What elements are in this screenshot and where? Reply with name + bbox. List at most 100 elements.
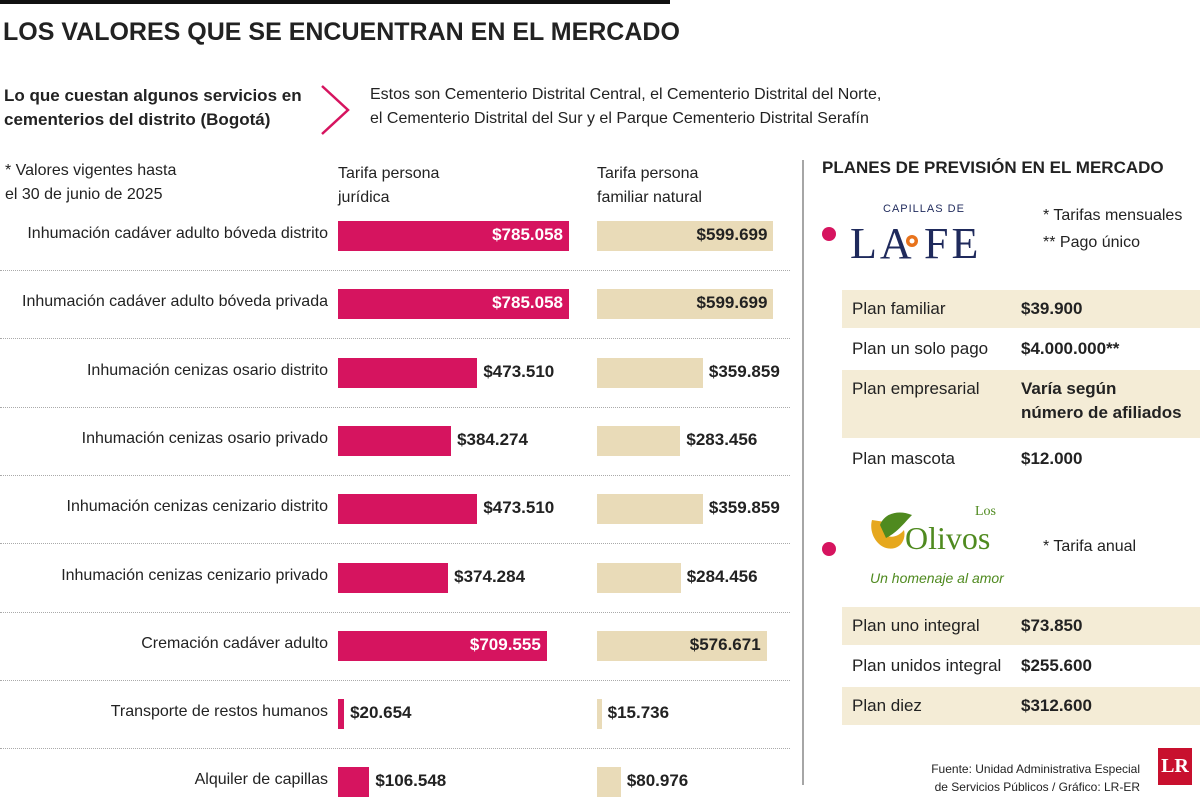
- lafe-flower: [906, 235, 918, 247]
- plan-price: $4.000.000**: [1021, 339, 1120, 358]
- row-bg: [842, 687, 1200, 725]
- title: LOS VALORES QUE SE ENCUENTRAN EN EL MERC…: [3, 18, 680, 46]
- plan-price: número de afiliados: [1021, 403, 1182, 422]
- row-bg: [842, 290, 1200, 328]
- category-label: Transporte de restos humanos: [110, 703, 328, 721]
- bullet: [822, 542, 836, 556]
- bar: [338, 425, 452, 456]
- value-label: $599.699: [696, 293, 768, 313]
- logo-name: Olivos: [905, 520, 991, 556]
- logo-tagline: Un homenaje al amor: [870, 570, 1004, 586]
- category-label: Inhumación cadáver adulto bóveda privada: [22, 293, 328, 311]
- value-label: $283.456: [686, 429, 758, 449]
- logo-right: FE: [924, 219, 982, 268]
- bar: [597, 289, 774, 320]
- value-label: $473.510: [483, 498, 555, 518]
- row-bg: [842, 607, 1200, 645]
- value-label: $599.699: [696, 225, 768, 244]
- value-label: $785.058: [492, 225, 563, 244]
- value-label: $384.274: [457, 429, 528, 449]
- bullet: [822, 227, 836, 241]
- value-label: $473.510: [483, 361, 555, 381]
- bar: [338, 494, 478, 525]
- row-divider: [0, 748, 790, 750]
- plan-name: Plan unidos integral: [852, 656, 1002, 675]
- bar: [338, 562, 449, 593]
- row-divider: [0, 338, 790, 340]
- value-label: $374.284: [454, 566, 526, 586]
- bar: [597, 630, 767, 661]
- row-divider: [0, 474, 790, 476]
- bar: [597, 494, 703, 525]
- bar: [597, 699, 602, 730]
- plans-title: PLANES DE PREVISIÓN EN EL MERCADO: [822, 158, 1164, 177]
- row-divider: [0, 679, 790, 681]
- row-bg: [842, 370, 1200, 438]
- bar: [597, 425, 681, 456]
- brand-box: [1158, 748, 1192, 785]
- category-label: Cremación cadáver adulto: [141, 634, 328, 652]
- category-label: Inhumación cenizas cenizario distrito: [66, 498, 328, 516]
- plan-note: * Tarifas mensuales: [1043, 207, 1183, 224]
- value-label: $709.555: [469, 634, 541, 654]
- plan-price: $39.900: [1021, 299, 1083, 318]
- source: de Servicios Públicos / Gráfico: LR-ER: [934, 780, 1140, 794]
- subtitle: cementerios del distrito (Bogotá): [4, 110, 271, 129]
- source: Fuente: Unidad Administrativa Especial: [931, 762, 1140, 776]
- row-divider: [0, 406, 790, 408]
- note: * Valores vigentes hasta: [5, 162, 177, 179]
- plan-price: $312.600: [1021, 696, 1092, 715]
- category-label: Inhumación cenizas osario distrito: [86, 361, 328, 379]
- bar: [597, 767, 621, 798]
- bar: [597, 221, 774, 251]
- plan-price: $255.600: [1021, 656, 1092, 675]
- logo-top: Los: [975, 504, 996, 519]
- value-label: $20.654: [350, 703, 412, 723]
- olivos-leaf: [871, 512, 912, 549]
- value-label: $359.859: [708, 498, 780, 518]
- brand: LR: [1161, 755, 1189, 777]
- category-label: Alquiler de capillas: [194, 771, 328, 789]
- plan-name: Plan empresarial: [852, 379, 980, 398]
- value-label: $106.548: [375, 771, 447, 791]
- bar: [597, 562, 681, 593]
- bar: [338, 221, 569, 251]
- value-label: $15.736: [607, 703, 670, 723]
- plan-name: Plan un solo pago: [852, 339, 989, 358]
- plan-name: Plan uno integral: [852, 616, 980, 635]
- plan-name: Plan diez: [852, 696, 922, 715]
- category-label: Inhumación cenizas osario privado: [81, 429, 328, 447]
- plan-name: Plan familiar: [852, 299, 946, 318]
- plan-price: $73.850: [1021, 616, 1083, 635]
- value-label: $785.058: [492, 293, 563, 313]
- bar: [338, 630, 547, 661]
- description: Estos son Cementerio Distrital Central, …: [370, 86, 882, 103]
- value-label: $359.859: [708, 361, 780, 381]
- bar: [597, 357, 703, 388]
- value-label: $576.671: [689, 634, 761, 654]
- logo-top: CAPILLAS DE: [883, 203, 965, 215]
- bar: [338, 699, 345, 730]
- note: el 30 de junio de 2025: [5, 186, 163, 203]
- plan-price: Varía según: [1021, 379, 1117, 398]
- row-divider: [0, 611, 790, 613]
- plan-note: ** Pago único: [1043, 234, 1140, 251]
- bar: [338, 357, 478, 388]
- value-label: $80.976: [626, 771, 689, 791]
- legend-label: Tarifa persona familiar natural: [597, 165, 702, 206]
- plan-price: $12.000: [1021, 449, 1083, 468]
- top-rule: [0, 0, 670, 4]
- chevron: [321, 85, 350, 135]
- description: el Cementerio Distrital del Sur y el Par…: [370, 110, 869, 127]
- value-label: $284.456: [686, 566, 758, 586]
- bar: [338, 289, 569, 320]
- category-label: Inhumación cadáver adulto bóveda distrit…: [27, 225, 328, 242]
- row-divider: [0, 543, 790, 545]
- row-divider: [0, 270, 790, 271]
- category-label: Inhumación cenizas cenizario privado: [61, 566, 328, 584]
- plan-name: Plan mascota: [852, 449, 955, 468]
- subtitle: Lo que cuestan algunos servicios en: [4, 86, 302, 105]
- plan-note: * Tarifa anual: [1043, 538, 1137, 555]
